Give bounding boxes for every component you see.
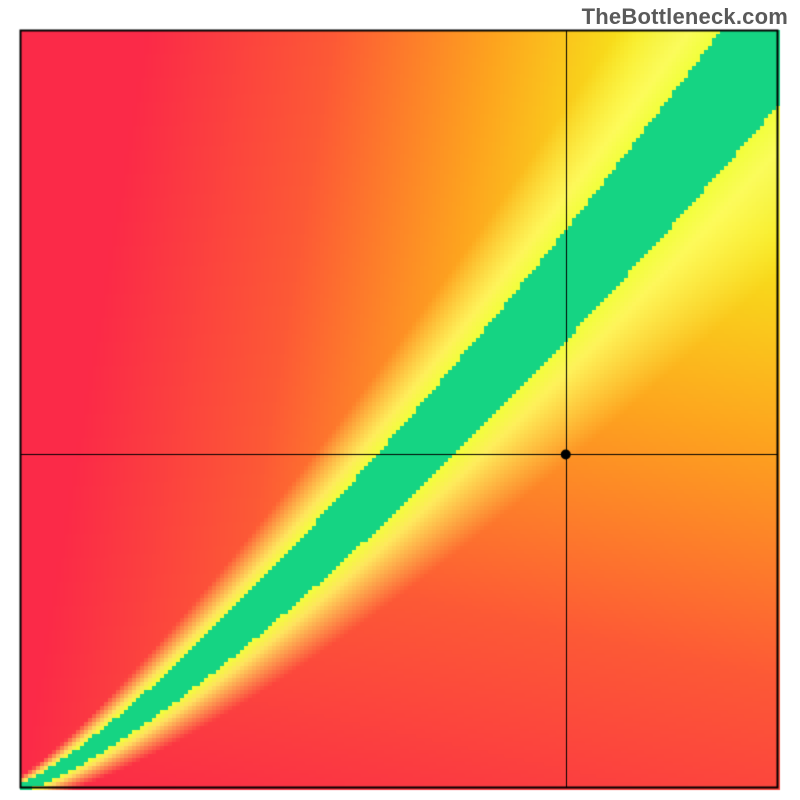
bottleneck-heatmap-canvas: [0, 0, 800, 800]
watermark-text: TheBottleneck.com: [582, 4, 788, 30]
chart-container: TheBottleneck.com: [0, 0, 800, 800]
